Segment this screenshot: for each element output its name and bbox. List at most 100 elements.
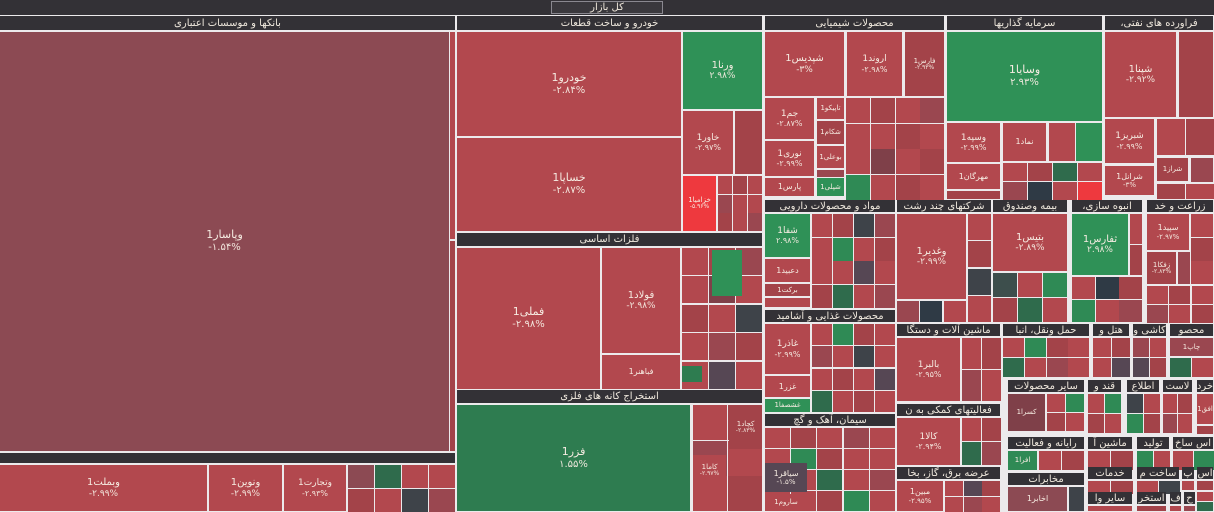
stock-tile[interactable]: [1003, 358, 1024, 377]
stock-tile[interactable]: [1191, 261, 1213, 284]
stock-tile-بتیس1[interactable]: بتیس1 -۲.۸۹%: [993, 214, 1067, 271]
stock-tile[interactable]: [1111, 481, 1133, 494]
stock-tile[interactable]: [1192, 358, 1213, 377]
stock-tile[interactable]: [982, 481, 1000, 496]
stock-tile[interactable]: [375, 465, 401, 488]
stock-tile[interactable]: [1173, 451, 1193, 470]
stock-tile[interactable]: [1078, 182, 1102, 200]
stock-tile-شبریز1[interactable]: شبریز1 -۲.۹۹%: [1105, 119, 1154, 163]
stock-tile[interactable]: [733, 176, 747, 194]
stock-tile[interactable]: [1068, 338, 1089, 357]
stock-tile-افق1[interactable]: افق1: [1197, 394, 1213, 424]
stock-tile[interactable]: [812, 285, 832, 308]
stock-tile[interactable]: [964, 481, 982, 496]
stock-tile[interactable]: [1194, 451, 1214, 470]
sector-header[interactable]: محصو: [1170, 324, 1213, 336]
stock-tile-غاذر1[interactable]: غاذر1 -۲.۹۹%: [765, 324, 810, 374]
stock-tile[interactable]: [1157, 119, 1185, 155]
stock-tile[interactable]: [812, 324, 832, 345]
stock-tile[interactable]: [1105, 394, 1121, 413]
stock-tile[interactable]: [1137, 506, 1166, 511]
stock-tile[interactable]: [1130, 214, 1142, 244]
stock-tile[interactable]: [709, 362, 735, 389]
stock-tile[interactable]: [812, 214, 832, 237]
stock-tile[interactable]: [682, 333, 708, 360]
stock-tile[interactable]: [844, 491, 869, 511]
stock-tile-سیاقر1[interactable]: سیاقر1 -۱.۵%: [765, 463, 807, 492]
stock-tile[interactable]: [875, 238, 895, 261]
stock-tile[interactable]: [348, 489, 374, 512]
sector-header[interactable]: کاشی و: [1133, 324, 1166, 336]
sector-header[interactable]: اس: [1197, 467, 1213, 479]
sector-header[interactable]: سایر محصولات: [1008, 380, 1084, 392]
stock-tile[interactable]: [1062, 451, 1084, 470]
stock-tile[interactable]: [854, 214, 874, 237]
sector-header[interactable]: مواد و محصولات دارویی: [765, 200, 895, 212]
sector-header[interactable]: لاست: [1163, 380, 1192, 392]
stock-tile[interactable]: [1186, 184, 1214, 199]
stock-tile[interactable]: [682, 276, 708, 303]
stock-tile-شپلی1[interactable]: شپلی1: [817, 178, 844, 196]
stock-tile-برکت1[interactable]: برکت1: [765, 284, 810, 296]
stock-tile[interactable]: [993, 273, 1017, 297]
stock-tile[interactable]: [844, 428, 869, 448]
stock-tile-کچاد1[interactable]: کچاد1 -۲.۸۳%: [729, 405, 762, 449]
stock-tile[interactable]: [1147, 305, 1168, 323]
stock-tile[interactable]: [1043, 273, 1067, 297]
stock-tile[interactable]: [993, 298, 1017, 322]
stock-tile[interactable]: [1111, 451, 1133, 470]
stock-tile[interactable]: [1003, 163, 1027, 181]
stock-tile-مهرگان1[interactable]: مهرگان1: [947, 164, 1000, 189]
stock-tile-جم1[interactable]: جم1 -۲.۸۷%: [765, 98, 814, 139]
stock-tile[interactable]: [854, 238, 874, 261]
stock-tile[interactable]: [1159, 481, 1180, 494]
stock-tile-مبین1[interactable]: مبین1 -۲.۹۵%: [897, 481, 943, 511]
stock-tile[interactable]: [765, 428, 790, 448]
sector-header[interactable]: تولید: [1137, 437, 1169, 449]
stock-tile[interactable]: [748, 176, 762, 194]
stock-tile[interactable]: [968, 269, 991, 295]
stock-tile[interactable]: [736, 362, 762, 389]
stock-tile[interactable]: [1186, 119, 1214, 155]
stock-tile[interactable]: [846, 98, 870, 123]
stock-tile[interactable]: [1025, 358, 1046, 377]
stock-tile-نماد1[interactable]: نماد1: [1003, 123, 1046, 161]
stock-tile-غزر1[interactable]: غزر1: [765, 376, 810, 397]
stock-tile[interactable]: [1028, 163, 1052, 181]
stock-tile[interactable]: [1179, 32, 1213, 117]
stock-tile[interactable]: [920, 98, 944, 123]
stock-tile-اروند1[interactable]: اروند1 -۲.۹۸%: [847, 32, 902, 96]
stock-tile[interactable]: [1047, 413, 1065, 431]
stock-tile[interactable]: [1078, 163, 1102, 181]
stock-tile[interactable]: [1197, 481, 1213, 490]
sector-header[interactable]: ماشین آ: [1088, 437, 1132, 449]
stock-tile[interactable]: [1049, 123, 1075, 161]
stock-tile[interactable]: [1072, 277, 1095, 299]
stock-tile[interactable]: [962, 370, 981, 401]
stock-tile[interactable]: [712, 250, 742, 296]
sector-header[interactable]: شرکتهای چند رشت: [897, 200, 991, 212]
stock-tile[interactable]: [736, 333, 762, 360]
stock-tile[interactable]: [1088, 506, 1132, 511]
stock-tile[interactable]: [1088, 394, 1104, 413]
stock-tile[interactable]: [693, 405, 727, 440]
stock-tile-بالبر1[interactable]: بالبر1 -۲.۹۵%: [897, 338, 960, 401]
sector-header[interactable]: عرضه برق، گاز، بخا: [897, 467, 1000, 479]
stock-tile[interactable]: [402, 465, 428, 488]
sector-header[interactable]: فعالیتهای کمکی به ن: [897, 404, 1000, 416]
stock-tile[interactable]: [348, 465, 374, 488]
stock-tile[interactable]: [817, 428, 842, 448]
stock-tile-افرا1[interactable]: افرا1: [1008, 451, 1037, 470]
sector-header[interactable]: زراعت و خد: [1147, 200, 1213, 212]
stock-tile[interactable]: [812, 369, 832, 390]
sector-header[interactable]: ساخت م: [1137, 467, 1179, 479]
stock-tile[interactable]: [982, 338, 1001, 369]
stock-tile[interactable]: [947, 191, 1000, 199]
stock-tile[interactable]: [1076, 123, 1102, 161]
stock-tile[interactable]: [896, 98, 920, 123]
stock-tile[interactable]: [1047, 358, 1068, 377]
stock-tile-کاما1[interactable]: کاما1 -۲.۹۷%: [693, 455, 726, 486]
stock-tile[interactable]: [1066, 413, 1084, 431]
stock-tile[interactable]: [718, 176, 732, 194]
stock-tile[interactable]: [833, 346, 853, 367]
